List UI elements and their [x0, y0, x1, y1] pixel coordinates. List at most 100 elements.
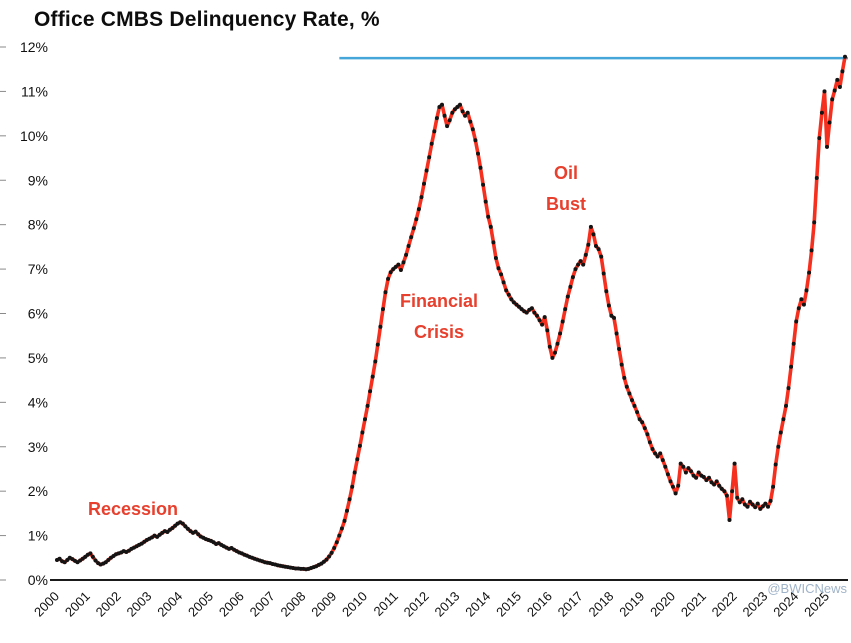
data-point-marker: [470, 127, 475, 132]
data-point-marker: [578, 259, 583, 264]
data-point-marker: [558, 331, 563, 336]
data-point-marker: [422, 181, 426, 186]
y-tick-label: 9%: [28, 172, 48, 188]
data-point-marker: [170, 526, 175, 530]
y-tick-label: 8%: [28, 217, 48, 233]
x-tick-label: 2009: [308, 589, 339, 620]
data-point-marker: [337, 533, 342, 538]
data-point-marker: [62, 560, 67, 565]
data-point-marker: [332, 546, 337, 550]
data-point-marker: [375, 342, 380, 347]
data-point-marker: [529, 306, 534, 311]
data-point-marker: [689, 469, 693, 474]
y-tick-label: 2%: [28, 483, 48, 499]
data-point-marker: [773, 462, 778, 467]
data-point-marker: [458, 102, 462, 107]
data-point-marker: [843, 54, 847, 59]
data-point-marker: [796, 306, 801, 311]
data-point-marker: [763, 501, 768, 506]
data-point-marker: [93, 558, 98, 563]
x-tick-label: 2019: [616, 589, 647, 620]
annotation-financial-crisis-line1: Financial: [399, 291, 479, 311]
data-point-marker: [409, 235, 414, 240]
data-point-marker: [683, 470, 688, 475]
data-point-marker: [88, 551, 93, 556]
x-tick-label: 2005: [185, 589, 216, 620]
data-point-marker: [455, 105, 460, 109]
data-point-marker: [347, 497, 352, 502]
data-point-marker: [645, 432, 650, 437]
data-point-marker: [383, 290, 388, 295]
data-point-marker: [658, 451, 663, 456]
data-point-marker: [447, 118, 452, 123]
data-point-marker: [630, 398, 634, 403]
y-tick-label: 3%: [28, 439, 48, 455]
data-point-marker: [486, 214, 491, 219]
y-tick-label: 7%: [28, 261, 48, 277]
data-point-marker: [547, 344, 552, 349]
data-point-marker: [586, 242, 591, 247]
data-point-marker: [465, 110, 470, 115]
data-point-marker: [707, 475, 711, 480]
data-point-marker: [57, 556, 62, 561]
data-point-marker: [794, 319, 799, 324]
data-point-marker: [809, 248, 814, 253]
data-point-marker: [791, 341, 796, 346]
data-point-marker: [506, 292, 511, 297]
data-point-marker: [180, 521, 185, 526]
data-point-marker: [429, 141, 434, 146]
data-point-marker: [499, 272, 504, 277]
data-point-marker: [717, 483, 722, 488]
data-point-marker: [622, 375, 627, 380]
page-title: Office CMBS Delinquency Rate, %: [34, 8, 380, 31]
data-point-marker: [553, 350, 557, 355]
x-tick-label: 2015: [493, 589, 524, 620]
x-tick-label: 2006: [216, 589, 247, 620]
data-point-marker: [476, 151, 480, 156]
data-point-marker: [581, 262, 586, 267]
data-point-marker: [822, 89, 827, 94]
data-point-marker: [545, 328, 550, 333]
data-point-marker: [445, 124, 450, 129]
data-point-marker: [398, 268, 403, 272]
data-point-marker: [642, 426, 647, 431]
data-point-marker: [714, 479, 719, 484]
data-point-marker: [753, 505, 758, 510]
data-point-marker: [473, 138, 478, 143]
data-point-marker: [789, 364, 794, 369]
x-tick-label: 2018: [585, 589, 616, 620]
data-point-marker: [481, 182, 486, 187]
data-point-marker: [414, 217, 419, 222]
data-point-marker: [419, 195, 424, 200]
data-point-marker: [588, 224, 593, 229]
data-point-marker: [650, 447, 655, 451]
data-point-marker: [799, 297, 804, 302]
data-point-marker: [329, 550, 334, 555]
data-point-marker: [339, 526, 344, 531]
x-tick-label: 2020: [647, 589, 678, 620]
data-point-marker: [504, 288, 509, 293]
data-point-marker: [360, 430, 365, 435]
data-point-marker: [440, 102, 444, 107]
data-point-marker: [460, 109, 465, 114]
data-point-marker: [357, 443, 362, 448]
data-point-marker: [604, 289, 609, 294]
y-tick-label: 1%: [28, 528, 48, 544]
data-point-marker: [591, 232, 596, 237]
data-point-marker: [694, 475, 699, 480]
data-point-marker: [748, 499, 752, 504]
data-point-marker: [342, 518, 347, 523]
data-point-marker: [327, 554, 332, 559]
data-point-marker: [540, 322, 545, 327]
data-point-marker: [640, 420, 645, 425]
data-point-marker: [416, 207, 421, 212]
y-tick-label: 10%: [20, 128, 48, 144]
x-tick-label: 2008: [277, 589, 308, 620]
data-point-marker: [393, 264, 398, 269]
watermark: @BWICNews: [767, 581, 847, 596]
data-point-marker: [766, 504, 770, 509]
data-point-marker: [381, 307, 385, 312]
x-tick-label: 2011: [371, 589, 401, 619]
data-point-marker: [786, 386, 791, 391]
